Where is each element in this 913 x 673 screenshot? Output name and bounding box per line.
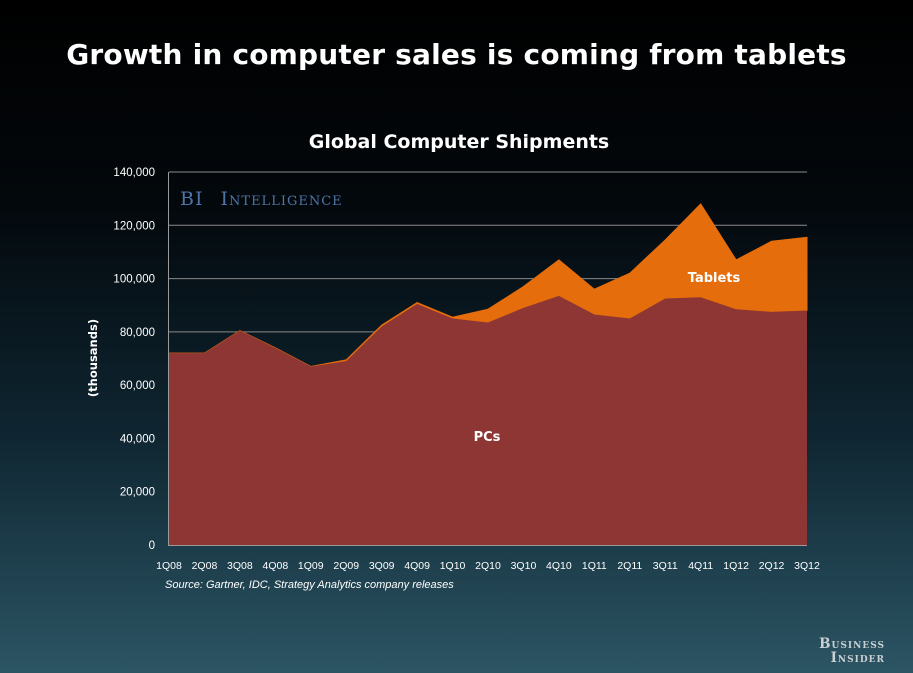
y-tick-label: 120,000 [113,220,155,232]
x-tick-label: 3Q10 [511,560,537,572]
x-tick-label: 4Q09 [404,560,430,572]
x-tick-label: 2Q10 [475,560,501,572]
y-tick-label: 0 [149,540,155,552]
x-tick-label: 1Q12 [723,560,749,572]
x-tick-label: 1Q10 [440,560,466,572]
x-tick-label: 3Q09 [369,560,395,572]
x-tick-label: 3Q11 [653,560,678,572]
x-tick-label: 1Q11 [582,560,607,572]
y-tick-label: 140,000 [113,167,155,179]
y-axis-label: (thousands) [86,319,100,397]
watermark-intelligence: Intelligence [221,188,343,210]
tablets-series-label: Tablets [688,271,741,286]
brand-line-1: Business [819,636,885,652]
business-insider-logo: Business Insider [819,637,885,665]
watermark-bi: BI [180,188,203,210]
y-tick-label: 100,000 [113,274,155,286]
x-axis: 1Q08 2Q08 3Q08 4Q08 1Q09 2Q09 3Q09 4Q09 1Q10 2Q10… [156,545,820,572]
x-tick-label: 4Q10 [546,560,572,572]
slide-title: Growth in computer sales is coming from … [66,38,847,71]
y-tick-label: 60,000 [120,380,155,392]
x-tick-label: 4Q11 [688,560,713,572]
x-tick-label: 3Q12 [794,560,820,572]
chart-title: Global Computer Shipments [309,131,610,153]
x-tick-label: 2Q11 [617,560,642,572]
y-tick-label: 80,000 [120,327,155,339]
y-axis: 0 20,000 40,000 60,000 80,000 100,000 120,000 1… [113,167,169,552]
source-note: Source: Gartner, IDC, Strategy Analytics… [165,579,454,591]
pcs-area [169,295,807,545]
x-tick-label: 2Q08 [192,560,218,572]
plot-areas [169,203,808,545]
x-tick-label: 2Q12 [759,560,785,572]
x-tick-label: 4Q08 [262,560,288,572]
x-tick-label: 2Q09 [333,560,359,572]
bi-intelligence-watermark: BI Intelligence [180,188,343,210]
pcs-series-label: PCs [474,430,501,445]
brand-line-2: Insider [830,650,885,666]
x-tick-label: 1Q08 [156,560,182,572]
x-tick-label: 3Q08 [227,560,253,572]
y-tick-label: 40,000 [120,433,155,445]
y-tick-label: 20,000 [120,487,155,499]
x-tick-label: 1Q09 [298,560,324,572]
